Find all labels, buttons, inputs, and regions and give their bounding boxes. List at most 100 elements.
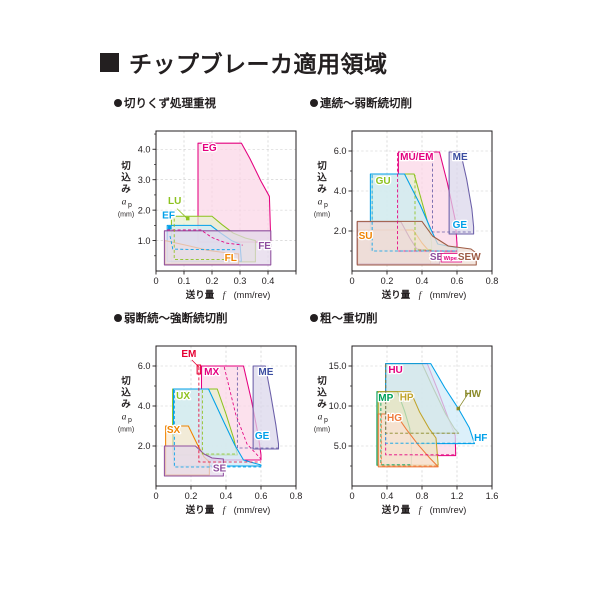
panel-title-text: 切りくず処理重視 <box>124 98 216 110</box>
svg-text:み: み <box>317 184 327 195</box>
plot-area-rough-to-heavy-cutting: 0 0.4 0.8 1.2 1.6 5.0 10.0 15.0 送り量 f (mm/rev) 切込み a… <box>310 326 500 524</box>
y-tick-label: 4.0 <box>138 144 151 154</box>
bullet-dot-icon <box>114 99 122 107</box>
svg-text:み: み <box>121 399 131 410</box>
x-tick-label: 0.8 <box>290 491 303 501</box>
x-tick-label: 0.6 <box>255 491 268 501</box>
panel-title-text: 連続～弱断続切削 <box>320 98 412 110</box>
axis-tick-labels: 0 0.2 0.4 0.6 0.8 2.0 4.0 6.0 <box>334 146 499 286</box>
axis-ticks <box>348 150 493 275</box>
label-FE: FE <box>258 241 271 252</box>
x-tick-label: 0.4 <box>220 491 233 501</box>
dash-GU-dash <box>414 175 432 251</box>
x-tick-label: 0 <box>349 276 354 286</box>
panel-chip-control: 切りくず処理重視 0 0.1 0.2 0.3 0.4 1.0 2.0 3.0 4.0 送り量 f (mm… <box>114 95 304 309</box>
svg-text:送り量: 送り量 <box>381 289 411 301</box>
dashed-boundaries <box>167 218 243 260</box>
svg-text:HF: HF <box>474 433 487 444</box>
x-tick-label: 0.8 <box>416 491 429 501</box>
svg-text:切: 切 <box>121 161 131 172</box>
svg-text:GU: GU <box>376 176 391 187</box>
svg-text:a: a <box>122 198 127 208</box>
label-GE: GE <box>453 220 468 231</box>
y-tick-label: 10.0 <box>329 401 347 411</box>
dash-HG-dash <box>380 414 439 467</box>
label-EG: EG <box>202 143 217 154</box>
svg-text:HW: HW <box>464 389 481 400</box>
label-HU: HU <box>388 365 402 376</box>
plot-area-continuous-light-interrupted: 0 0.2 0.4 0.6 0.8 2.0 4.0 6.0 送り量 f (mm/rev) 切込み a p (… <box>310 111 500 309</box>
svg-text:HP: HP <box>400 392 414 403</box>
dash-HU-dash <box>385 364 456 456</box>
panel-title-continuous-light-interrupted: 連続～弱断続切削 <box>310 95 500 111</box>
svg-text:ME: ME <box>453 152 468 163</box>
x-tick-label: 0 <box>153 491 158 501</box>
dashed-boundaries <box>173 366 279 468</box>
label-UX: UX <box>176 391 190 402</box>
label-EM: EM <box>181 349 196 360</box>
chart-rough-to-heavy-cutting: 0 0.4 0.8 1.2 1.6 5.0 10.0 15.0 送り量 f (mm/rev) 切込みa… <box>314 345 499 516</box>
svg-text:f: f <box>419 505 423 516</box>
svg-text:(mm): (mm) <box>118 212 134 219</box>
axis-ticks <box>348 365 493 490</box>
svg-text:GE: GE <box>255 431 270 442</box>
svg-text:HU: HU <box>388 365 402 376</box>
svg-text:切: 切 <box>317 161 327 172</box>
svg-text:み: み <box>121 184 131 195</box>
svg-text:LU: LU <box>168 196 181 207</box>
y-tick-label: 2.0 <box>138 205 151 215</box>
panel-title-rough-to-heavy-cutting: 粗～重切削 <box>310 310 500 326</box>
x-tick-label: 0.4 <box>416 276 429 286</box>
dash-ME-dash <box>432 153 474 233</box>
svg-text:a: a <box>122 413 127 423</box>
svg-text:EF: EF <box>162 211 175 222</box>
svg-text:SX: SX <box>167 425 181 436</box>
label-LU: LU <box>168 196 181 207</box>
svg-text:EG: EG <box>202 143 217 154</box>
svg-text:MX: MX <box>204 367 219 378</box>
svg-text:SE: SE <box>213 464 227 475</box>
label-HW: HW <box>464 389 481 400</box>
page-header: チップブレーカ適用領域 <box>100 45 388 79</box>
y-tick-label: 2.0 <box>334 226 347 236</box>
label-FL: FL <box>225 253 237 264</box>
panel-title-light-to-heavy-interrupted: 弱断続～強断続切削 <box>114 310 304 326</box>
svg-text:f: f <box>223 505 227 516</box>
svg-text:f: f <box>223 290 227 301</box>
svg-text:MP: MP <box>378 393 393 404</box>
plot-area-chip-control: 0 0.1 0.2 0.3 0.4 1.0 2.0 3.0 4.0 送り量 f (mm/rev) 切込み… <box>114 111 304 309</box>
dash-MX-dash <box>223 366 262 460</box>
svg-text:FE: FE <box>258 241 271 252</box>
svg-text:p: p <box>324 202 328 209</box>
dash-EF-inner <box>169 235 238 251</box>
label-SX: SX <box>167 425 181 436</box>
y-tick-label: 1.0 <box>138 236 151 246</box>
x-tick-label: 0.2 <box>185 491 198 501</box>
bullet-dot-icon <box>114 314 122 322</box>
dashed-boundaries <box>371 153 474 252</box>
dash-GE-dash <box>371 175 457 252</box>
page-title: チップブレーカ適用領域 <box>129 51 388 77</box>
y-tick-label: 3.0 <box>138 175 151 185</box>
y-tick-label: 5.0 <box>334 441 347 451</box>
label-HF: HF <box>474 433 487 444</box>
region-ME <box>448 151 475 235</box>
label-SE: SE <box>213 464 227 475</box>
svg-text:切: 切 <box>317 376 327 387</box>
region-SE <box>163 445 224 477</box>
svg-text:GE: GE <box>453 220 468 231</box>
svg-text:p: p <box>324 417 328 424</box>
y-tick-label: 4.0 <box>138 401 151 411</box>
chart-regions <box>376 363 476 468</box>
svg-text:SU: SU <box>359 231 373 242</box>
panel-rough-to-heavy-cutting: 粗～重切削 0 0.4 0.8 1.2 1.6 5.0 10.0 15.0 送り量 f (mm/rev… <box>310 310 500 524</box>
axis-tick-labels: 0 0.4 0.8 1.2 1.6 5.0 10.0 15.0 <box>329 361 499 501</box>
axis-ticks <box>152 365 297 490</box>
